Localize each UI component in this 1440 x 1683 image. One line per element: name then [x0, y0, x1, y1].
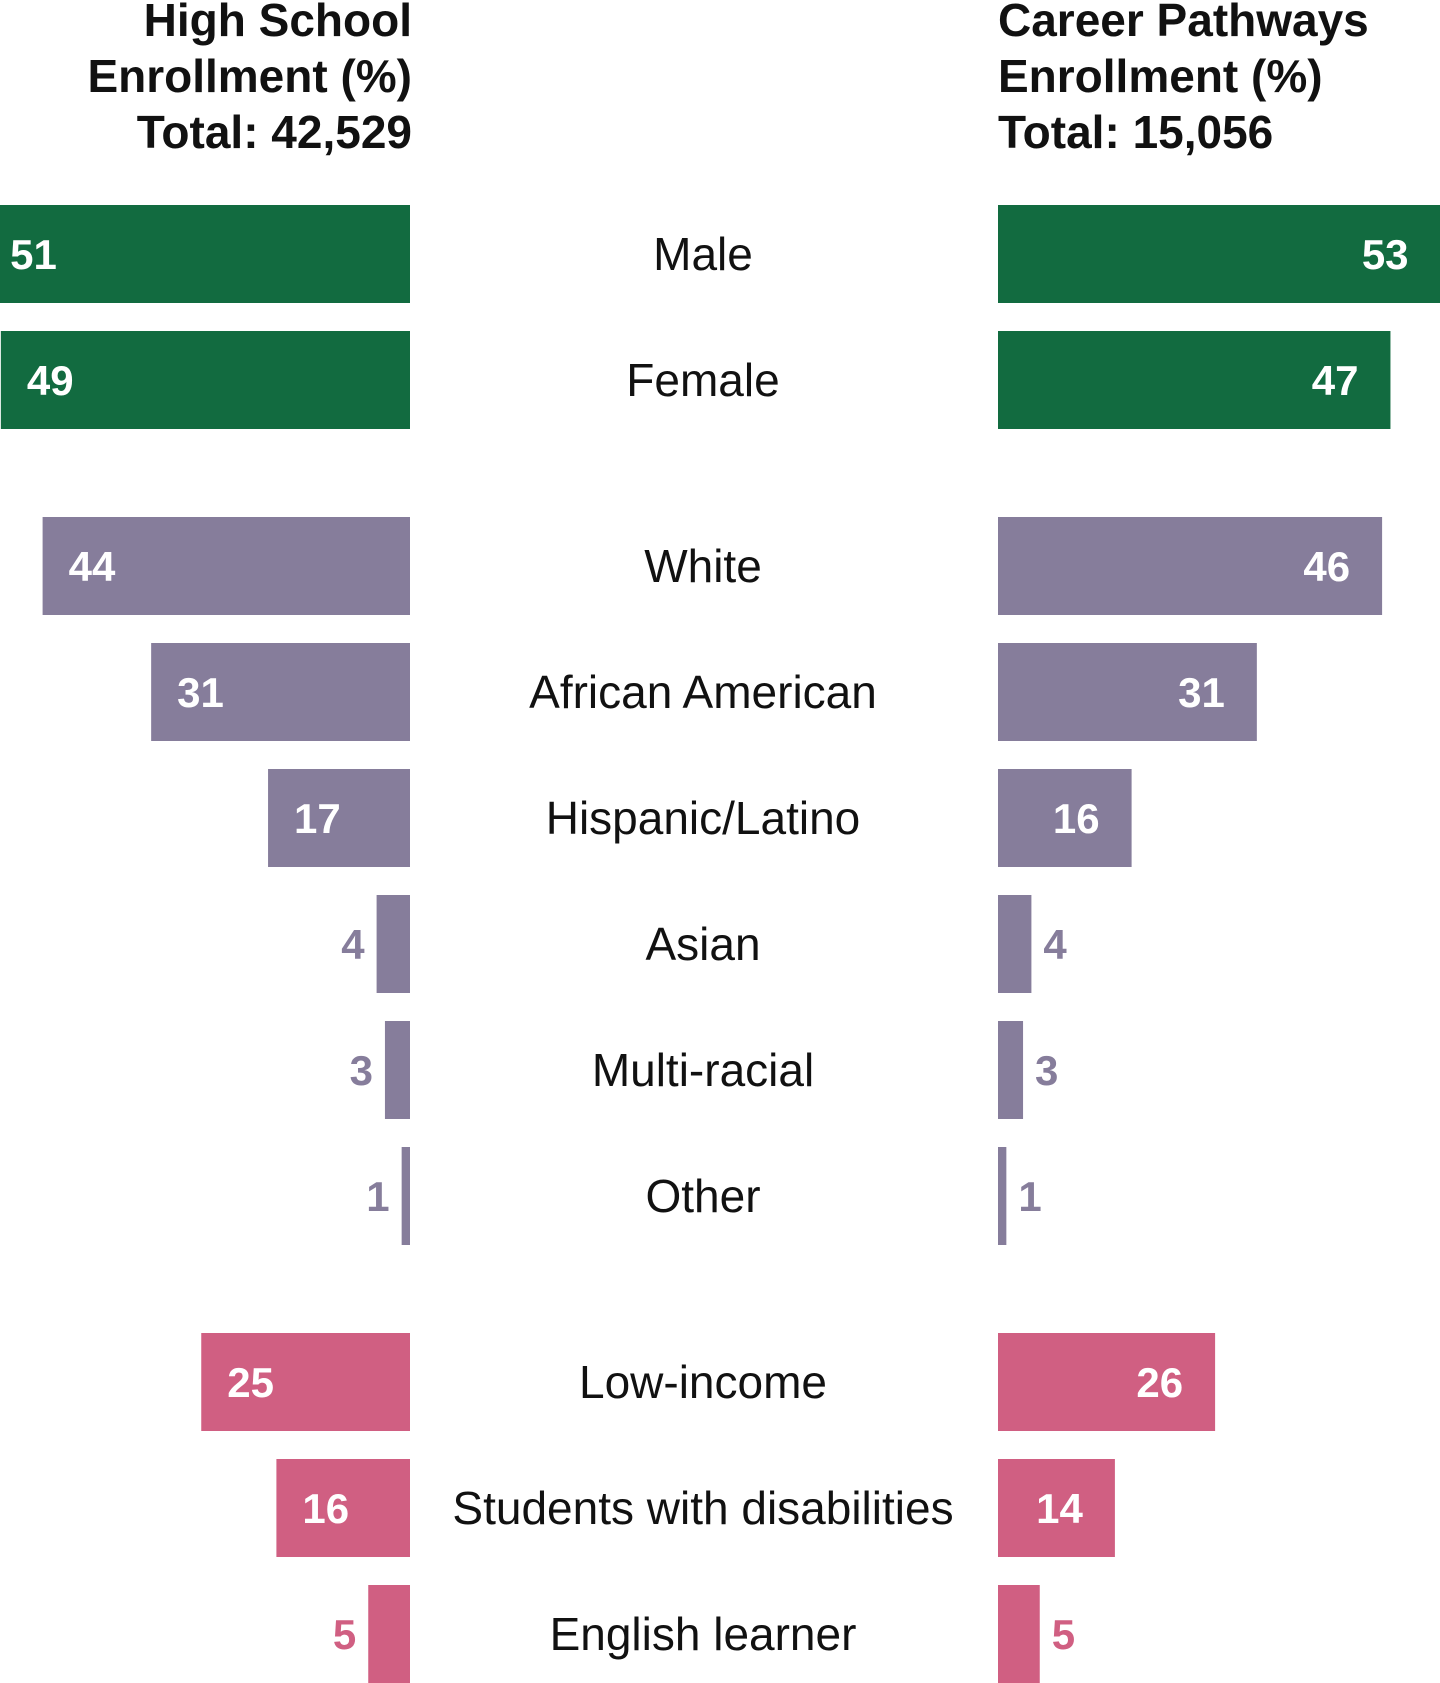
high-school-bar — [0, 205, 411, 303]
high-school-value-label: 17 — [294, 795, 341, 842]
high-school-bar — [384, 1021, 410, 1119]
category-label: English learner — [550, 1608, 857, 1660]
left-header-line: High School — [144, 0, 412, 46]
high-school-bar — [0, 331, 410, 429]
career-pathways-bar — [998, 1021, 1024, 1119]
career-pathways-bar — [998, 331, 1391, 429]
high-school-value-label: 1 — [366, 1173, 389, 1220]
high-school-bar — [368, 1585, 410, 1683]
career-pathways-value-label: 16 — [1053, 795, 1100, 842]
category-label: Multi-racial — [592, 1044, 814, 1096]
category-label: Hispanic/Latino — [546, 792, 861, 844]
career-pathways-bar — [998, 769, 1132, 867]
career-pathways-value-label: 3 — [1035, 1047, 1058, 1094]
high-school-value-label: 5 — [333, 1611, 356, 1658]
category-label: Male — [653, 228, 753, 280]
category-label: Students with disabilities — [452, 1482, 953, 1534]
left-header-line: Enrollment (%) — [87, 50, 412, 102]
category-label: Low-income — [579, 1356, 827, 1408]
career-pathways-bar — [998, 1459, 1115, 1557]
high-school-bar — [276, 1459, 410, 1557]
high-school-value-label: 51 — [10, 231, 57, 278]
left-header-line: Total: 42,529 — [137, 106, 412, 158]
category-label: Other — [645, 1170, 760, 1222]
high-school-value-label: 16 — [302, 1485, 349, 1532]
career-pathways-bar — [998, 1147, 1007, 1245]
high-school-value-label: 49 — [27, 357, 74, 404]
career-pathways-bar — [998, 1585, 1040, 1683]
career-pathways-value-label: 31 — [1178, 669, 1225, 716]
career-pathways-bar — [998, 205, 1440, 303]
high-school-bar — [401, 1147, 410, 1245]
career-pathways-bar — [998, 895, 1032, 993]
career-pathways-bar — [998, 517, 1383, 615]
high-school-bar — [376, 895, 410, 993]
category-label: Asian — [645, 918, 760, 970]
career-pathways-value-label: 26 — [1136, 1359, 1183, 1406]
right-header-line: Career Pathways — [998, 0, 1369, 46]
high-school-value-label: 3 — [350, 1047, 373, 1094]
career-pathways-value-label: 46 — [1303, 543, 1350, 590]
career-pathways-bar — [998, 1333, 1216, 1431]
right-header-line: Enrollment (%) — [998, 50, 1323, 102]
category-label: White — [644, 540, 762, 592]
category-label: Female — [626, 354, 779, 406]
right-header-line: Total: 15,056 — [998, 106, 1273, 158]
high-school-bar — [201, 1333, 410, 1431]
career-pathways-bar — [998, 643, 1257, 741]
career-pathways-value-label: 4 — [1043, 921, 1067, 968]
high-school-bar — [151, 643, 410, 741]
high-school-value-label: 31 — [177, 669, 224, 716]
high-school-value-label: 25 — [227, 1359, 274, 1406]
career-pathways-value-label: 47 — [1312, 357, 1359, 404]
category-label: African American — [529, 666, 877, 718]
high-school-bar — [42, 517, 410, 615]
high-school-bar — [268, 769, 410, 867]
high-school-value-label: 4 — [341, 921, 365, 968]
high-school-value-label: 44 — [69, 543, 116, 590]
career-pathways-value-label: 1 — [1018, 1173, 1041, 1220]
career-pathways-value-label: 14 — [1036, 1485, 1083, 1532]
career-pathways-value-label: 53 — [1362, 231, 1409, 278]
career-pathways-value-label: 5 — [1052, 1611, 1075, 1658]
